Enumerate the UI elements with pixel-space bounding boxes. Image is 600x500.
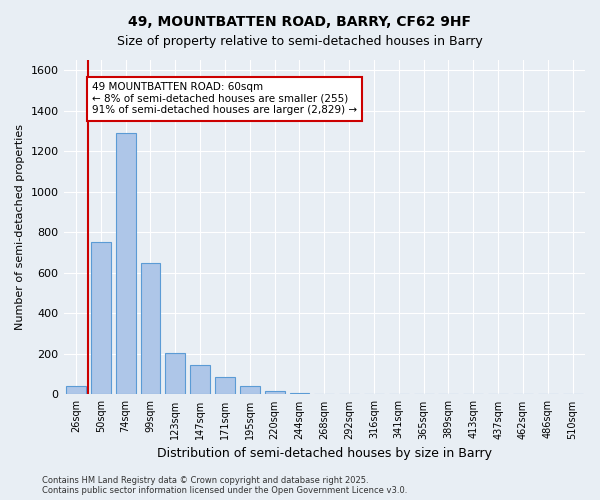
Bar (215, 377, 235, 394)
Y-axis label: Number of semi-detached properties: Number of semi-detached properties (15, 124, 25, 330)
X-axis label: Distribution of semi-detached houses by size in Barry: Distribution of semi-detached houses by … (157, 447, 492, 460)
Text: 49, MOUNTBATTEN ROAD, BARRY, CF62 9HF: 49, MOUNTBATTEN ROAD, BARRY, CF62 9HF (128, 15, 472, 29)
Bar (190, 365, 210, 394)
Bar (166, 353, 185, 395)
Text: Size of property relative to semi-detached houses in Barry: Size of property relative to semi-detach… (117, 35, 483, 48)
Text: 49 MOUNTBATTEN ROAD: 60sqm
← 8% of semi-detached houses are smaller (255)
91% of: 49 MOUNTBATTEN ROAD: 60sqm ← 8% of semi-… (92, 82, 357, 116)
Bar (66, 386, 86, 394)
Bar (91, 242, 111, 394)
Bar (140, 262, 160, 394)
Bar (265, 392, 284, 394)
Bar (240, 386, 260, 394)
Text: Contains HM Land Registry data © Crown copyright and database right 2025.
Contai: Contains HM Land Registry data © Crown c… (42, 476, 407, 495)
Bar (116, 133, 136, 394)
